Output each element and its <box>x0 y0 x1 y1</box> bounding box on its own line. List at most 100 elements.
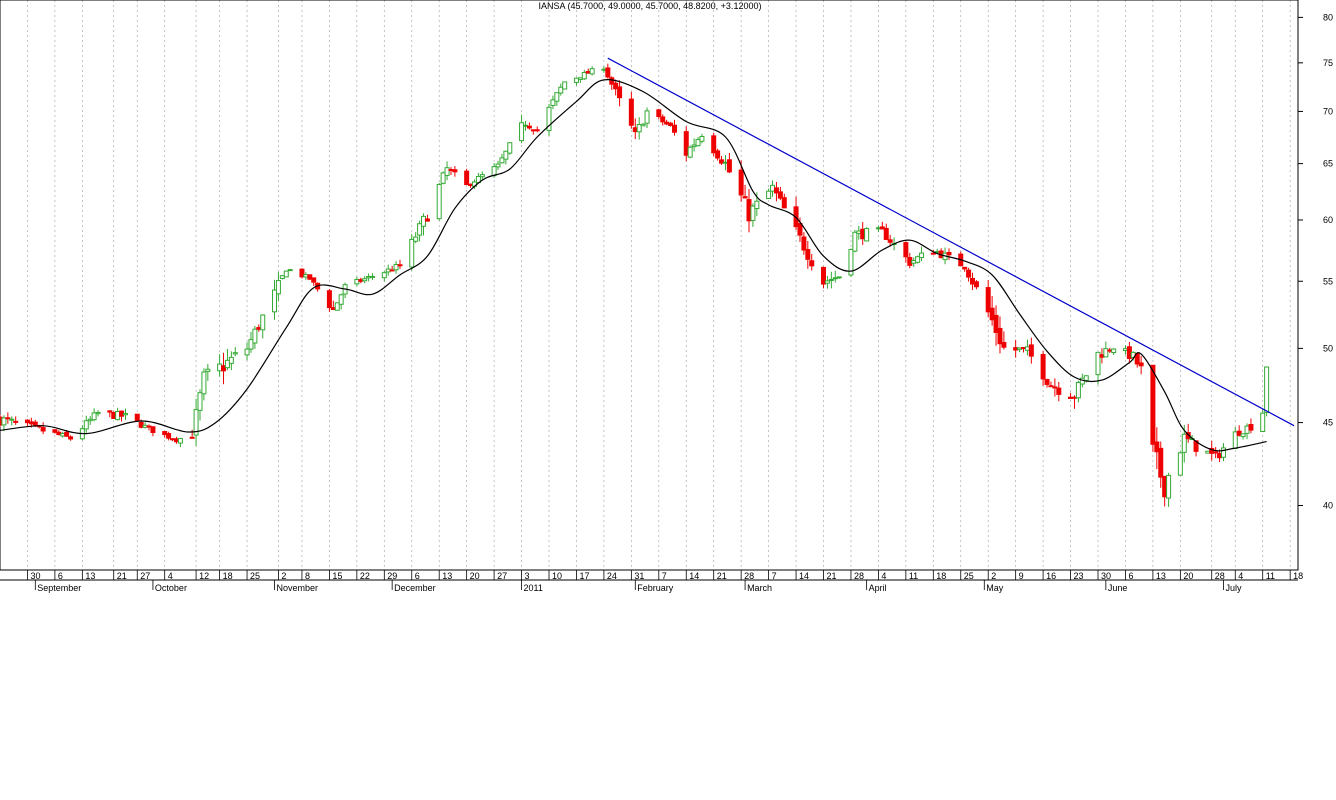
candle-body <box>217 363 223 372</box>
y-tick-label: 60 <box>1323 215 1333 225</box>
candle-body <box>1024 346 1030 351</box>
candle-body <box>440 172 446 184</box>
candle-body <box>1017 347 1023 350</box>
candle-body <box>28 421 34 425</box>
candle-body <box>95 411 101 415</box>
x-tick-label: 13 <box>85 571 95 581</box>
month-label: February <box>637 583 674 593</box>
candle-body <box>1181 433 1187 453</box>
candle-body <box>1134 353 1140 365</box>
candle-body <box>224 359 230 369</box>
candle-body <box>193 409 199 436</box>
candle-body <box>107 410 113 413</box>
candle-body <box>358 279 364 282</box>
candle-body <box>809 260 815 267</box>
candle-body <box>1001 341 1007 348</box>
candle-body <box>1068 396 1074 399</box>
candle-body <box>919 252 925 258</box>
candle-body <box>828 278 834 281</box>
candle-body <box>60 433 66 437</box>
candle-body <box>13 420 19 423</box>
x-tick-label: 13 <box>442 571 452 581</box>
candle-body <box>260 314 266 331</box>
candle-body <box>781 197 787 209</box>
candle-body <box>162 431 168 436</box>
candle-body <box>275 280 281 295</box>
month-label: April <box>869 583 887 593</box>
candle-body <box>613 82 619 90</box>
candle-body <box>722 161 728 164</box>
candle-body <box>640 123 646 127</box>
x-tick-label: 4 <box>881 571 886 581</box>
candle-body <box>695 139 701 147</box>
candle-body <box>793 206 799 228</box>
candle-body <box>550 99 556 106</box>
candle-body <box>985 287 991 313</box>
candle-body <box>24 419 30 424</box>
candle-body <box>1099 354 1105 358</box>
x-tick-label: 28 <box>744 571 754 581</box>
x-tick-label: 8 <box>305 571 310 581</box>
x-tick-label: 7 <box>662 571 667 581</box>
candle-body <box>907 257 913 266</box>
candle-body <box>330 307 336 310</box>
y-tick-label: 65 <box>1323 159 1333 169</box>
candle-body <box>436 183 442 220</box>
candle-body <box>1150 364 1156 445</box>
candle-body <box>1166 474 1172 499</box>
candle-body <box>691 144 697 148</box>
candle-body <box>111 411 117 419</box>
candle-body <box>628 98 634 126</box>
candle-body <box>687 146 693 158</box>
candle-body <box>1028 344 1034 357</box>
x-tick-label: 27 <box>140 571 150 581</box>
candle-body <box>1264 366 1270 413</box>
candle-body <box>1138 362 1144 367</box>
candle-body <box>381 272 387 279</box>
x-tick-label: 22 <box>360 571 370 581</box>
x-tick-label: 2 <box>281 571 286 581</box>
x-tick-label: 7 <box>772 571 777 581</box>
candle-body <box>801 236 807 251</box>
candle-body <box>228 356 234 364</box>
candle-body <box>146 425 152 428</box>
candle-body <box>915 256 921 263</box>
candle-body <box>421 215 427 227</box>
candle-body <box>448 168 454 171</box>
x-tick-label: 15 <box>332 571 342 581</box>
candle-body <box>142 424 148 428</box>
x-tick-label: 11 <box>909 571 918 581</box>
chart-title: IANSA (45.7000, 49.0000, 45.7000, 48.820… <box>539 1 762 11</box>
candle-body <box>773 187 779 194</box>
candle-body <box>370 275 376 278</box>
candle-body <box>499 157 505 164</box>
month-label: March <box>747 583 772 593</box>
candle-body <box>777 191 783 199</box>
candle-body <box>409 238 415 268</box>
candle-body <box>879 226 885 230</box>
candle-body <box>354 278 360 285</box>
candle-body <box>852 231 858 252</box>
x-tick-label: 28 <box>854 571 864 581</box>
candle-body <box>836 276 842 279</box>
candle-body <box>40 427 46 432</box>
candle-body <box>1048 385 1054 388</box>
candle-body <box>946 251 952 256</box>
candle-body <box>326 290 332 309</box>
y-tick-label: 80 <box>1323 12 1333 22</box>
candle-body <box>970 277 976 285</box>
candle-body <box>558 86 564 94</box>
candle-body <box>1217 452 1223 459</box>
x-tick-label: 31 <box>634 571 644 581</box>
candle-body <box>205 368 211 372</box>
candle-body <box>389 269 395 272</box>
candle-body <box>1122 348 1128 352</box>
candle-body <box>362 278 368 282</box>
candle-body <box>495 163 501 168</box>
candle-body <box>1052 386 1058 389</box>
candle-body <box>334 302 340 311</box>
x-tick-label: 6 <box>415 571 420 581</box>
candle-body <box>507 142 513 154</box>
candle-body <box>1158 447 1164 478</box>
candle-body <box>503 150 509 160</box>
